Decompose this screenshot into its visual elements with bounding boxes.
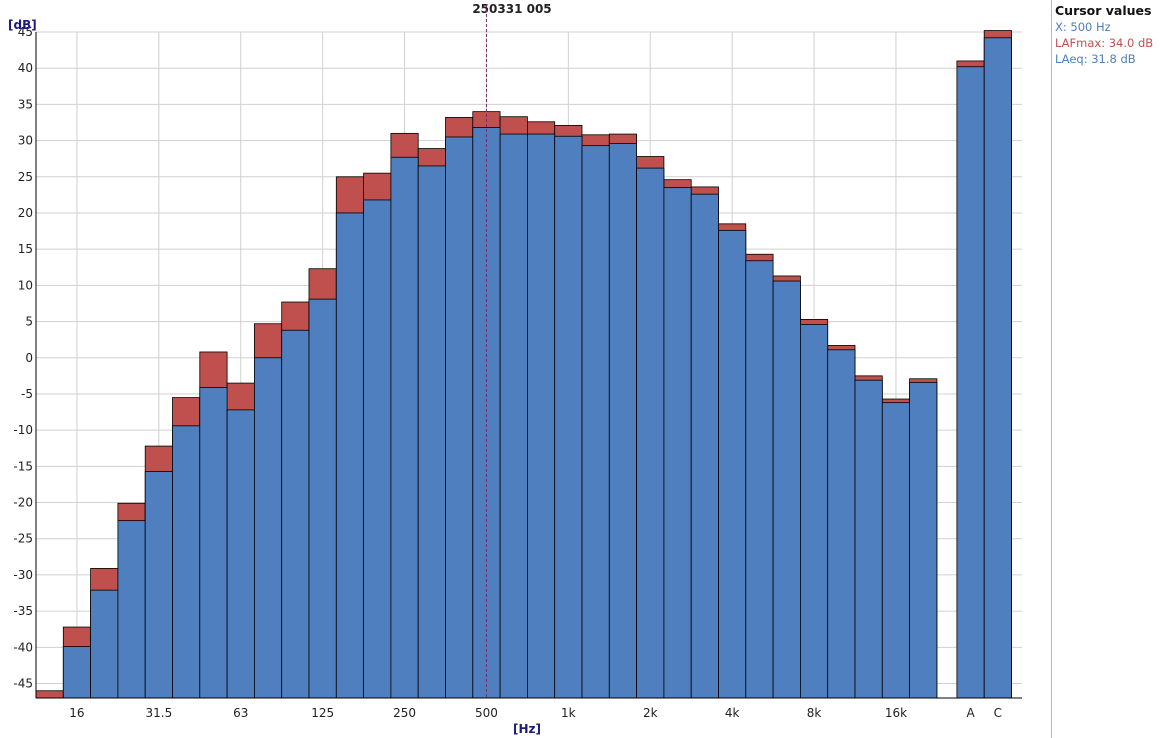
bar-laeq-16[interactable] xyxy=(62,646,91,699)
y-tick-labels: 45 40 35 30 25 20 15 10 5 0 -5 -10 -15 -20 -25 -30 -35 -4… xyxy=(13,25,33,691)
x-tick-label: 125 xyxy=(311,706,334,720)
x-tick-label: 500 xyxy=(475,706,498,720)
panel-divider xyxy=(1051,0,1052,738)
y-tick-label: -35 xyxy=(13,604,33,618)
y-axis-unit: [dB] xyxy=(8,18,37,32)
y-tick-label: -30 xyxy=(13,568,33,582)
x-tick-label: 16k xyxy=(885,706,907,720)
y-tick-label: 5 xyxy=(25,315,33,329)
bar-laeq-160[interactable] xyxy=(335,212,364,699)
bar-laeq-2k[interactable] xyxy=(636,167,665,699)
bar-laeq-50[interactable] xyxy=(199,387,228,699)
bar-laeq-2.5k[interactable] xyxy=(663,187,692,699)
bar-laeq-6.3k[interactable] xyxy=(772,280,801,699)
bar-laeq-20[interactable] xyxy=(90,589,119,699)
y-tick-label: 15 xyxy=(18,242,33,256)
bar-laeq-4k[interactable] xyxy=(718,229,747,699)
bar-laeq-63[interactable] xyxy=(226,409,255,699)
x-tick-label: 63 xyxy=(233,706,248,720)
bar-laeq-800[interactable] xyxy=(527,133,556,699)
bar-laeq-3.15k[interactable] xyxy=(690,193,719,699)
y-tick-label: 40 xyxy=(18,61,33,75)
y-tick-label: -45 xyxy=(13,677,33,691)
bar-lafmax-12.5[interactable] xyxy=(35,690,64,699)
cursor-laeq-value: LAeq: 31.8 dB xyxy=(1055,52,1136,66)
bar-laeq-100[interactable] xyxy=(281,329,310,699)
x-tick-label: 2k xyxy=(643,706,658,720)
bar-laeq-25[interactable] xyxy=(117,520,146,699)
bars-group[interactable] xyxy=(35,30,1012,699)
y-tick-label: -10 xyxy=(13,423,33,437)
chart-title: 250331 005 xyxy=(472,2,551,16)
cursor-values-title: Cursor values xyxy=(1055,3,1152,18)
cursor-values-panel: Cursor values X: 500 Hz LAFmax: 34.0 dB … xyxy=(1055,3,1159,67)
bar-laeq-A[interactable] xyxy=(956,66,985,699)
x-tick-label: 8k xyxy=(807,706,822,720)
x-tick-label: 31.5 xyxy=(145,706,172,720)
cursor-lafmax-value: LAFmax: 34.0 dB xyxy=(1055,36,1154,50)
bar-laeq-10k[interactable] xyxy=(827,349,856,699)
bar-laeq-8k[interactable] xyxy=(800,324,829,699)
y-tick-label: 10 xyxy=(18,278,33,292)
x-tick-label: 1k xyxy=(561,706,576,720)
bar-laeq-1.25k[interactable] xyxy=(581,145,610,699)
bar-laeq-C[interactable] xyxy=(983,37,1012,699)
bar-laeq-630[interactable] xyxy=(499,133,528,699)
y-tick-label: 25 xyxy=(18,170,33,184)
x-tick-label: C xyxy=(994,706,1002,720)
y-tick-label: 0 xyxy=(25,351,33,365)
axes-group xyxy=(35,32,1022,699)
bar-laeq-80[interactable] xyxy=(253,357,283,699)
x-axis-unit: [Hz] xyxy=(513,722,541,736)
x-tick-label: 4k xyxy=(725,706,740,720)
y-tick-label: -20 xyxy=(13,496,33,510)
bar-laeq-125[interactable] xyxy=(308,298,337,699)
bar-laeq-250[interactable] xyxy=(390,156,419,699)
x-tick-label: A xyxy=(966,706,975,720)
y-tick-label: -5 xyxy=(21,387,33,401)
bar-laeq-500[interactable] xyxy=(472,127,501,699)
bar-laeq-315[interactable] xyxy=(417,165,446,699)
x-tick-label: 250 xyxy=(393,706,416,720)
spectrum-chart[interactable]: 250331 005 [dB] [Hz] 45 40 35 30 25 20 15 10 5 0 -… xyxy=(0,0,1050,738)
x-tick-labels: 16 31.5 63 125 250 500 1k 2k 4k 8k 16k A C xyxy=(69,706,1002,720)
bar-laeq-400[interactable] xyxy=(445,136,474,699)
y-tick-label: -40 xyxy=(13,640,33,654)
bar-laeq-1.6k[interactable] xyxy=(608,143,637,699)
cursor-x-value: X: 500 Hz xyxy=(1055,20,1111,34)
y-tick-label: -15 xyxy=(13,459,33,473)
x-tick-label: 16 xyxy=(69,706,84,720)
y-tick-label: 45 xyxy=(18,25,33,39)
bar-laeq-200[interactable] xyxy=(363,199,392,699)
y-tick-label: 35 xyxy=(18,97,33,111)
bar-laeq-31.5[interactable] xyxy=(144,471,173,699)
bar-laeq-20k[interactable] xyxy=(909,381,938,699)
bar-laeq-1k[interactable] xyxy=(554,135,583,699)
bar-laeq-12.5k[interactable] xyxy=(854,379,883,699)
bar-laeq-5k[interactable] xyxy=(745,260,774,699)
y-tick-label: 20 xyxy=(18,206,33,220)
y-tick-label: 30 xyxy=(18,134,33,148)
bar-laeq-16k[interactable] xyxy=(881,402,910,699)
y-tick-label: -25 xyxy=(13,532,33,546)
bar-laeq-40[interactable] xyxy=(172,425,201,699)
